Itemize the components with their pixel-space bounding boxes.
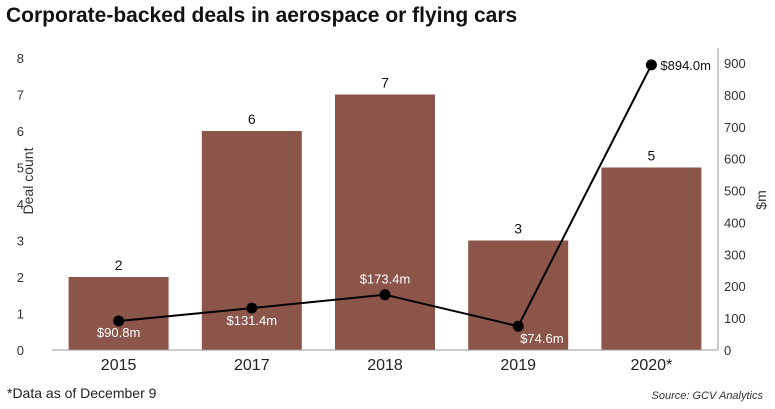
source-note: Source: GCV Analytics [651, 390, 763, 402]
left-axis-tick: 2 [17, 270, 24, 285]
x-axis-tick: 2018 [367, 357, 403, 374]
right-axis-tick: 200 [724, 279, 746, 294]
line-value-label: $894.0m [660, 58, 711, 73]
right-axis-tick: 300 [724, 247, 746, 262]
right-axis-tick: 700 [724, 120, 746, 135]
x-axis-tick: 2020* [630, 357, 672, 374]
left-axis-tick: 1 [17, 307, 24, 322]
bar [68, 277, 169, 350]
x-axis-tick: 2019 [500, 357, 536, 374]
line-value-label: $90.8m [97, 325, 140, 340]
right-axis-tick: 500 [724, 184, 746, 199]
line-value-label: $131.4m [227, 313, 278, 328]
left-axis-tick: 7 [17, 88, 24, 103]
left-axis-tick: 0 [17, 343, 24, 358]
line-point [246, 302, 258, 314]
right-axis-tick: 800 [724, 88, 746, 103]
footnote: *Data as of December 9 [7, 385, 157, 401]
left-axis-tick: 3 [17, 234, 24, 249]
right-axis-tick: 400 [724, 215, 746, 230]
line-point [512, 320, 524, 332]
right-axis-tick: 100 [724, 311, 746, 326]
left-axis-title: Deal count [20, 147, 36, 214]
right-axis-tick: 0 [724, 343, 731, 358]
left-axis-tick: 5 [17, 161, 24, 176]
left-axis-tick: 8 [17, 51, 24, 66]
bar [335, 94, 435, 350]
line-point [113, 315, 125, 327]
line-value-label: $74.6m [520, 331, 563, 346]
right-axis-title: $m [753, 190, 769, 209]
right-axis-tick: 900 [724, 56, 746, 71]
bar-value-label: 5 [648, 148, 656, 164]
bar-value-label: 3 [514, 221, 522, 237]
line-point [645, 59, 657, 71]
bar-value-label: 6 [248, 111, 256, 127]
left-axis-tick: 6 [17, 124, 24, 139]
left-axis-tick: 4 [17, 197, 24, 212]
bar [601, 167, 702, 350]
line-value-label: $173.4m [360, 272, 411, 287]
right-axis-tick: 600 [724, 152, 746, 167]
line-point [379, 289, 391, 301]
bar-value-label: 2 [115, 257, 123, 273]
x-axis-tick: 2017 [234, 357, 270, 374]
chart-title: Corporate-backed deals in aerospace or f… [6, 4, 518, 27]
x-axis-tick: 2015 [101, 357, 137, 374]
bar-value-label: 7 [381, 75, 389, 91]
